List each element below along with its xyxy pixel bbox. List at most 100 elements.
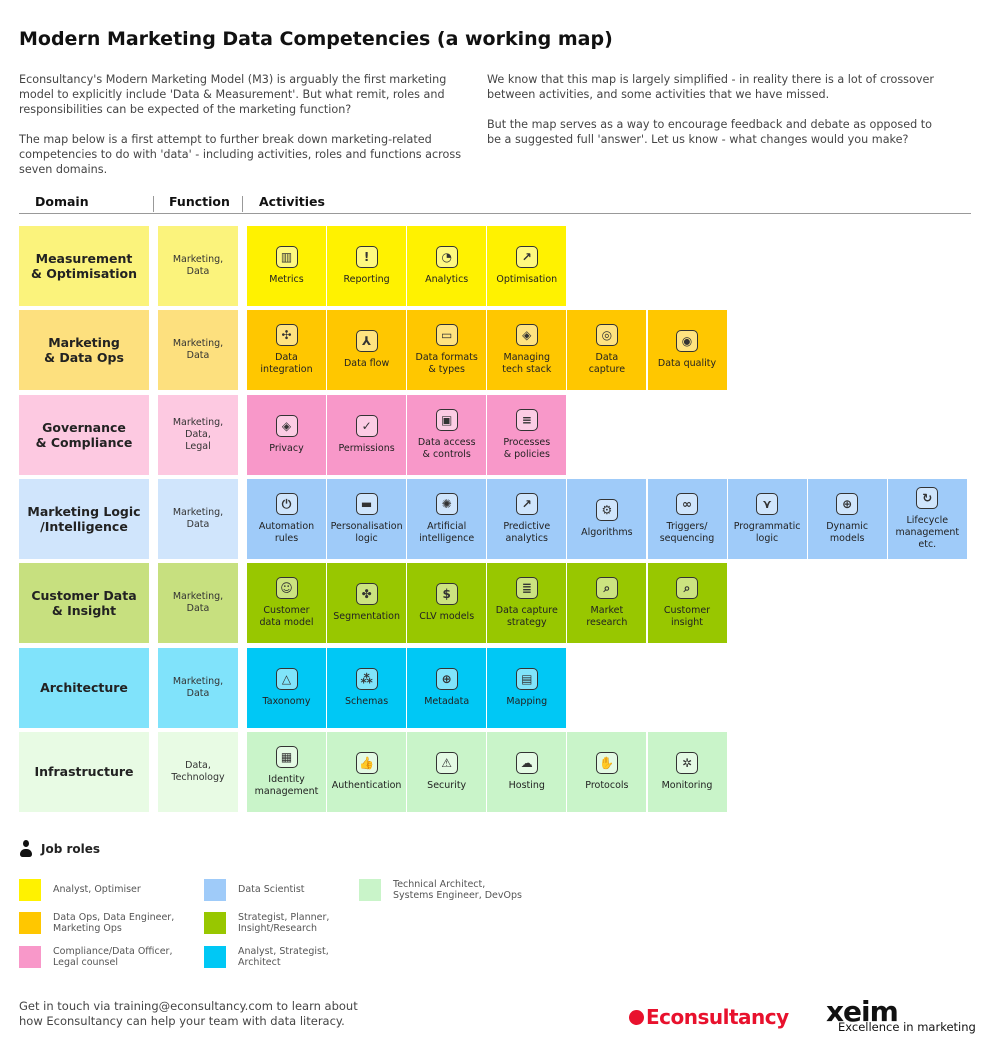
function-label: Data, Technology: [171, 759, 225, 783]
activity-tile[interactable]: ☁ Hosting: [487, 731, 567, 812]
merge-icon: ⋎: [756, 492, 779, 515]
activity-label: Security: [427, 779, 467, 791]
job-role-item: Data Scientist: [204, 879, 305, 901]
role-label: Analyst, Strategist, Architect: [238, 946, 329, 968]
activity-tile[interactable]: ▣ Data access & controls: [407, 394, 487, 475]
activity-tile[interactable]: ✺ Artificial intelligence: [407, 478, 487, 559]
activity-label: Identity management: [254, 773, 319, 797]
domain-label: Marketing Logic /Intelligence: [27, 503, 141, 534]
activity-label: Data capture: [588, 352, 626, 376]
activity-tile[interactable]: ∞ Triggers/ sequencing: [647, 478, 727, 559]
thumbs-up-icon: 👍: [355, 751, 378, 774]
intro-paragraph: Econsultancy's Modern Marketing Model (M…: [19, 73, 447, 116]
paint-roller-icon: ▬: [355, 492, 378, 515]
xeim-logo: xeim Excellence in marketing: [826, 995, 976, 1035]
domain-label: Governance & Compliance: [35, 419, 133, 450]
activity-tile[interactable]: ◎ Data capture: [567, 310, 647, 391]
logo-tagline: Excellence in marketing: [838, 1020, 976, 1034]
domain-cell: Marketing & Data Ops: [19, 310, 149, 391]
activity-tile[interactable]: ≡ Processes & policies: [487, 394, 567, 475]
activity-label: Analytics: [425, 274, 469, 285]
logo-text: xeim: [826, 995, 899, 1028]
activity-tile[interactable]: ✲ Monitoring: [647, 731, 727, 812]
domain-cell: Marketing Logic /Intelligence: [19, 478, 149, 559]
job-role-item: Data Ops, Data Engineer, Marketing Ops: [19, 912, 174, 934]
role-color-swatch: [204, 946, 226, 968]
function-cell: Marketing, Data: [158, 226, 238, 306]
activity-tile[interactable]: ⌕ Market research: [567, 563, 647, 644]
brain-icon: ✺: [435, 492, 458, 515]
document-icon: ≡: [515, 408, 538, 431]
activity-tile[interactable]: 👍 Authentication: [327, 731, 407, 812]
activity-label: Taxonomy: [262, 695, 311, 707]
activity-label: Automation rules: [258, 520, 315, 544]
activity-tile[interactable]: ⊕ Metadata: [407, 647, 487, 728]
function-cell: Marketing, Data: [158, 563, 238, 644]
activity-label: Predictive analytics: [503, 520, 551, 544]
role-color-swatch: [19, 912, 41, 934]
activity-tile[interactable]: ✓ Permissions: [327, 394, 407, 475]
activity-label: CLV models: [419, 611, 475, 623]
activity-tile[interactable]: ⅄ Data flow: [327, 310, 407, 391]
activity-tile[interactable]: ▤ Mapping: [487, 647, 567, 728]
function-cell: Marketing, Data, Legal: [158, 394, 238, 475]
activity-tile[interactable]: ↗ Predictive analytics: [487, 478, 567, 559]
activity-label: Data flow: [343, 358, 390, 370]
activity-tile[interactable]: △ Taxonomy: [247, 647, 326, 728]
function-label: Marketing, Data: [172, 254, 224, 277]
activity-label: Data integration: [260, 352, 313, 376]
activity-label: Authentication: [331, 779, 402, 791]
activity-tile[interactable]: ◈ Privacy: [247, 394, 326, 475]
footer-text: Get in touch via training@econsultancy.c…: [19, 999, 358, 1028]
domain-row: Marketing Logic /Intelligence Marketing, …: [19, 478, 971, 559]
activity-tile[interactable]: ▥ Metrics: [247, 226, 326, 306]
activity-tile[interactable]: ◈ Managing tech stack: [487, 310, 567, 391]
activity-tile[interactable]: ▬ Personalisation logic: [327, 478, 407, 559]
activity-tile[interactable]: ⋎ Programmatic logic: [727, 478, 807, 559]
activity-tile[interactable]: ⊕ Dynamic models: [807, 478, 887, 559]
activity-tile[interactable]: ◉ Data quality: [647, 310, 727, 391]
activity-tile[interactable]: ⌕ Customer insight: [647, 563, 727, 644]
activity-label: Optimisation: [496, 274, 558, 285]
activity-tile[interactable]: ⏻ Automation rules: [247, 478, 326, 559]
activity-tile[interactable]: ⁂ Schemas: [327, 647, 407, 728]
activity-tile[interactable]: ! Reporting: [327, 226, 407, 306]
shield-icon: ◈: [275, 414, 298, 437]
divider: [242, 196, 243, 212]
arrows-converge-icon: ✣: [275, 324, 298, 347]
activity-tile[interactable]: $ CLV models: [407, 563, 487, 644]
domain-cell: Governance & Compliance: [19, 394, 149, 475]
power-icon: ⏻: [275, 492, 298, 515]
cycle-icon: ↻: [916, 486, 939, 509]
activity-tile[interactable]: ✋ Protocols: [567, 731, 647, 812]
activity-tile[interactable]: ✤ Segmentation: [327, 563, 407, 644]
activity-label: Market research: [586, 605, 628, 629]
activity-tile[interactable]: ☺ Customer data model: [247, 563, 326, 644]
search-document-icon: ⌕: [595, 577, 618, 600]
activity-tile[interactable]: ↻ Lifecycle management etc.: [887, 478, 967, 559]
header-domain: Domain: [35, 194, 89, 209]
activity-tile[interactable]: ▭ Data formats & types: [407, 310, 487, 391]
hand-icon: ✋: [595, 751, 618, 774]
flow-icon: ⅄: [355, 330, 378, 353]
activity-tile[interactable]: ↗ Optimisation: [487, 226, 567, 306]
activity-label: Triggers/ sequencing: [659, 520, 715, 544]
header-rule: [19, 213, 971, 214]
activity-tile[interactable]: ⚙ Algorithms: [567, 478, 647, 559]
activity-label: Privacy: [269, 442, 304, 454]
cloud-icon: ☁: [515, 751, 538, 774]
activity-tile[interactable]: ≣ Data capture strategy: [487, 563, 567, 644]
activity-tile[interactable]: ◔ Analytics: [407, 226, 487, 306]
person-icon: [19, 840, 33, 858]
trend-up-icon: ↗: [515, 246, 538, 268]
role-label: Technical Architect, Systems Engineer, D…: [393, 879, 522, 901]
activity-tile[interactable]: ▦ Identity management: [247, 731, 326, 812]
activity-tile[interactable]: ✣ Data integration: [247, 310, 326, 391]
activity-tile[interactable]: ⚠ Security: [407, 731, 487, 812]
activity-label: Data formats & types: [415, 352, 478, 376]
activity-label: Monitoring: [661, 779, 713, 791]
activity-label: Metadata: [424, 695, 470, 707]
header-activities: Activities: [259, 194, 325, 209]
intro-right: We know that this map is largely simplif…: [487, 72, 937, 162]
role-label: Compliance/Data Officer, Legal counsel: [53, 946, 173, 968]
